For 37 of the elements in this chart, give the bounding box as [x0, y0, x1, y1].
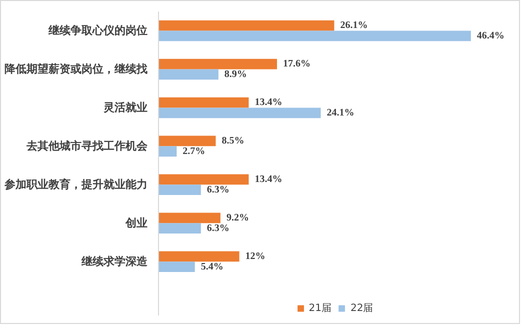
- data-label: 6.3%: [206, 222, 230, 234]
- bar: [158, 262, 195, 272]
- y-tick-label: 灵活就业: [102, 101, 148, 114]
- bar: [158, 223, 201, 234]
- y-tick-label: 继续求学深造: [80, 255, 148, 268]
- data-label: 8.9%: [224, 68, 247, 80]
- y-tick-label: 创业: [124, 216, 148, 230]
- data-label: 6.3%: [206, 184, 230, 196]
- bar: [158, 146, 177, 157]
- data-label: 9.2%: [226, 212, 249, 224]
- data-label: 8.5%: [222, 135, 244, 146]
- data-label: 17.6%: [282, 58, 310, 70]
- data-label: 46.4%: [476, 30, 504, 42]
- bar: [158, 251, 240, 262]
- data-label: 24.1%: [326, 107, 354, 118]
- data-label: 13.4%: [254, 174, 282, 185]
- bar: [158, 58, 277, 70]
- data-label: 12%: [245, 250, 266, 262]
- bar: [158, 136, 216, 146]
- data-label: 2.7%: [182, 146, 206, 157]
- bar: [158, 184, 201, 196]
- bar: [158, 97, 249, 108]
- data-label: 13.4%: [254, 97, 282, 108]
- data-label: 26.1%: [340, 20, 368, 32]
- bar: [158, 108, 321, 118]
- y-tick-label: 参加职业教育，提升就业能力: [4, 178, 148, 192]
- data-label: 5.4%: [200, 261, 224, 272]
- y-tick-label: 降低期望薪资或岗位，继续找: [4, 62, 148, 76]
- bar: [158, 174, 249, 185]
- legend-label: 21届: [308, 302, 332, 315]
- bar: [158, 69, 218, 80]
- bar: [158, 20, 334, 31]
- legend-label: 22届: [350, 302, 374, 315]
- y-tick-label: 去其他城市寻找工作机会: [26, 140, 148, 153]
- bar: [158, 212, 220, 224]
- y-tick-label: 继续争取心仪的岗位: [48, 24, 148, 38]
- bar: [158, 30, 471, 42]
